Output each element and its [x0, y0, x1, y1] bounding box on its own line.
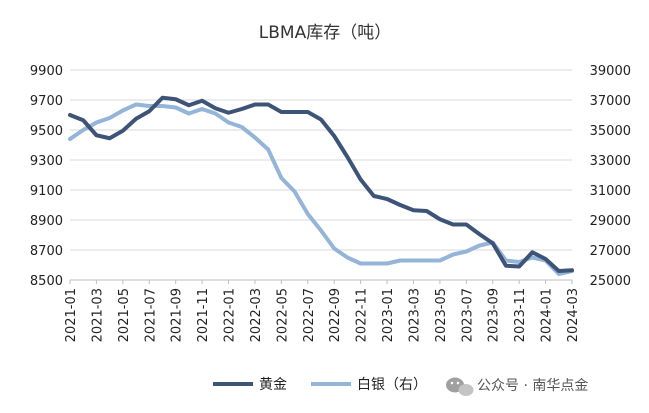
- gold-series-line: [68, 95, 574, 273]
- series-lines: [68, 95, 574, 276]
- wechat-icon: [446, 377, 474, 396]
- left-tick-label: 9900: [30, 64, 63, 79]
- x-tick-label: 2022-09: [328, 288, 343, 342]
- right-axis-ticks: 25000 27000 29000 31000 33000 35000 37000 39000: [590, 64, 631, 289]
- right-tick-label: 27000: [590, 244, 631, 259]
- chart-title: LBMA库存（吨）: [259, 23, 391, 43]
- left-axis-ticks: 8500 8700 8900 9100 9300 9500 9700 9900: [30, 64, 63, 289]
- right-tick-label: 25000: [590, 274, 631, 289]
- watermark: 公众号 · 南华点金: [446, 377, 588, 396]
- right-tick-label: 33000: [590, 154, 631, 169]
- x-tick-label: 2023-09: [487, 288, 502, 342]
- legend-label-silver: 白银（右）: [357, 377, 427, 393]
- x-tick-label: 2021-11: [196, 288, 211, 342]
- x-tick-label: 2023-05: [434, 288, 449, 342]
- x-axis-ticks: 2021-01 2021-03 2021-05 2021-07 2021-09 2021-…: [64, 280, 581, 342]
- x-tick-label: 2021-01: [64, 288, 79, 342]
- left-tick-label: 9100: [30, 184, 63, 199]
- left-tick-label: 8900: [30, 214, 63, 229]
- x-tick-label: 2022-05: [275, 288, 290, 342]
- gridlines: [70, 69, 572, 281]
- x-tick-label: 2022-03: [249, 288, 264, 342]
- x-tick-label: 2022-11: [355, 288, 370, 342]
- right-tick-label: 39000: [590, 64, 631, 79]
- x-tick-label: 2023-01: [381, 288, 396, 342]
- right-tick-label: 37000: [590, 94, 631, 109]
- x-tick-label: 2023-07: [460, 288, 475, 342]
- left-tick-label: 8500: [30, 274, 63, 289]
- legend: 黄金 白银（右）: [213, 376, 427, 393]
- left-tick-label: 8700: [30, 244, 63, 259]
- x-tick-label: 2021-03: [90, 288, 105, 342]
- left-tick-label: 9700: [30, 94, 63, 109]
- x-tick-label: 2022-07: [302, 288, 317, 342]
- x-tick-label: 2021-07: [143, 288, 158, 342]
- x-tick-label: 2023-03: [407, 288, 422, 342]
- x-tick-label: 2021-05: [117, 288, 132, 342]
- legend-label-gold: 黄金: [259, 376, 287, 393]
- left-tick-label: 9300: [30, 154, 63, 169]
- right-tick-label: 31000: [590, 184, 631, 199]
- x-tick-label: 2022-01: [223, 288, 238, 342]
- left-tick-label: 9500: [30, 124, 63, 139]
- right-tick-label: 29000: [590, 214, 631, 229]
- x-tick-label: 2023-11: [513, 288, 528, 342]
- x-tick-label: 2021-09: [170, 288, 185, 342]
- watermark-text: 公众号 · 南华点金: [477, 378, 588, 394]
- x-tick-label: 2024-01: [540, 288, 555, 342]
- x-tick-label: 2024-03: [566, 288, 581, 342]
- right-tick-label: 35000: [590, 124, 631, 139]
